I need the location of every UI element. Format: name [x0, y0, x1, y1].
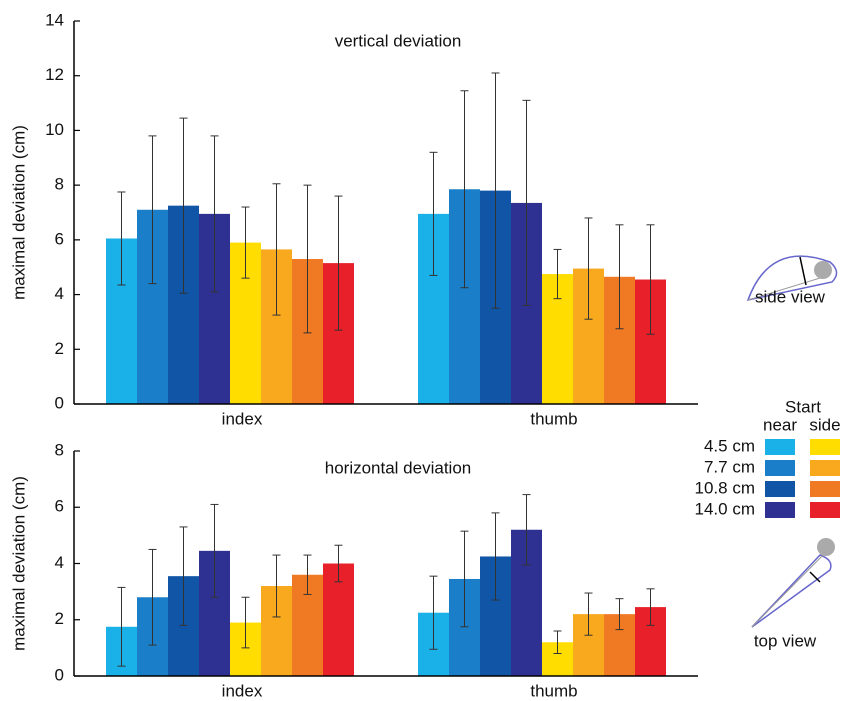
legend-swatch	[810, 502, 840, 518]
y-tick-label: 14	[45, 10, 64, 29]
x-tick-label: index	[222, 681, 263, 700]
legend-row: 7.7 cm	[704, 457, 755, 476]
x-tick-label: thumb	[530, 681, 577, 700]
legend-swatch	[810, 481, 840, 497]
y-tick-label: 2	[55, 609, 64, 628]
subtitle: horizontal deviation	[325, 458, 471, 477]
y-tick-label: 10	[45, 120, 64, 139]
y-tick-label: 2	[55, 339, 64, 358]
y-axis-label: maximal deviation (cm)	[9, 125, 28, 300]
top-view-icon	[751, 538, 835, 628]
icon-label: top view	[754, 631, 817, 650]
y-tick-label: 0	[55, 665, 64, 684]
legend-row: 4.5 cm	[704, 436, 755, 455]
y-tick-label: 8	[55, 175, 64, 194]
y-tick-label: 4	[55, 553, 64, 572]
legend-row: 14.0 cm	[695, 499, 755, 518]
legend-column: side	[809, 415, 840, 434]
y-tick-label: 12	[45, 65, 64, 84]
y-tick-label: 6	[55, 497, 64, 516]
legend-swatch	[765, 481, 795, 497]
side-view-icon	[746, 255, 838, 302]
legend-column: near	[763, 415, 797, 434]
x-tick-label: index	[222, 409, 263, 428]
legend-title: Start	[785, 397, 821, 416]
y-tick-label: 8	[55, 440, 64, 459]
legend-swatch	[810, 460, 840, 476]
icon-label: side view	[755, 287, 826, 306]
legend-swatch	[765, 439, 795, 455]
y-axis-label: maximal deviation (cm)	[9, 476, 28, 651]
subtitle: vertical deviation	[335, 31, 462, 50]
legend-row: 10.8 cm	[695, 478, 755, 497]
legend-swatch	[765, 502, 795, 518]
legend-swatch	[810, 439, 840, 455]
y-tick-label: 0	[55, 393, 64, 412]
y-tick-label: 4	[55, 284, 64, 303]
y-tick-label: 6	[55, 229, 64, 248]
legend-swatch	[765, 460, 795, 476]
x-tick-label: thumb	[530, 409, 577, 428]
